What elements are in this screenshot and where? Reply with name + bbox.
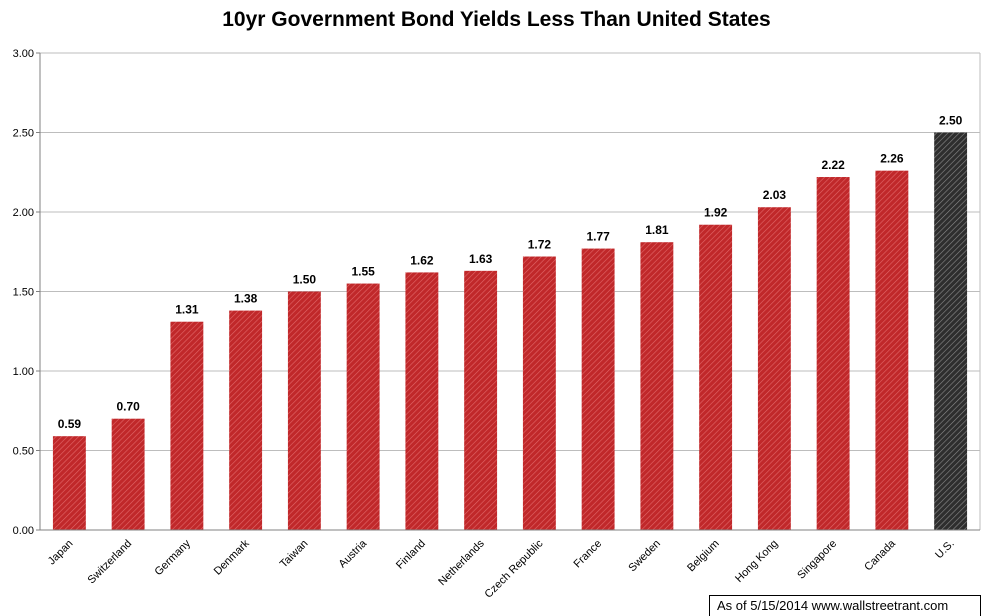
data-label: 1.72 <box>528 238 552 252</box>
bar-u-s <box>934 132 968 530</box>
y-tick-label: 1.00 <box>13 366 34 378</box>
data-label: 0.59 <box>58 417 82 431</box>
x-tick-label: U.S. <box>933 538 957 562</box>
data-label: 2.22 <box>821 158 845 172</box>
y-tick-label: 0.00 <box>13 525 34 537</box>
bar-finland <box>405 272 439 530</box>
bar-singapore <box>816 177 850 530</box>
data-label: 1.92 <box>704 206 728 220</box>
data-label: 1.62 <box>410 253 434 267</box>
x-tick-label: Austria <box>337 537 370 570</box>
bar-canada <box>875 170 909 530</box>
data-label: 1.81 <box>645 223 669 237</box>
x-tick-label: Belgium <box>685 538 722 575</box>
bar-germany <box>170 321 204 530</box>
data-label: 1.63 <box>469 252 493 266</box>
bar-sweden <box>640 242 674 530</box>
data-label: 1.31 <box>175 303 199 317</box>
source-note: As of 5/15/2014 www.wallstreetrant.com <box>709 595 981 616</box>
bar-denmark <box>229 310 263 530</box>
bar-netherlands <box>464 270 498 530</box>
y-tick-label: 0.50 <box>13 446 34 458</box>
x-tick-label: Japan <box>46 538 76 568</box>
data-label: 0.70 <box>116 400 140 414</box>
x-tick-label: Taiwan <box>278 538 311 571</box>
bar-belgium <box>699 224 733 530</box>
bar-japan <box>52 436 86 530</box>
y-tick-label: 3.00 <box>13 48 34 60</box>
chart-title: 10yr Government Bond Yields Less Than Un… <box>222 8 771 31</box>
data-label: 2.50 <box>939 114 963 128</box>
data-label: 1.38 <box>234 292 258 306</box>
bar-france <box>581 248 615 530</box>
y-tick-label: 2.50 <box>13 128 34 140</box>
x-tick-label: Denmark <box>212 537 252 577</box>
bar-czech-republic <box>522 256 556 530</box>
x-tick-label: Sweden <box>626 538 663 575</box>
data-label: 1.50 <box>293 273 317 287</box>
x-tick-label: France <box>572 538 605 571</box>
data-label: 2.26 <box>880 152 904 166</box>
x-tick-label: Germany <box>153 537 194 578</box>
x-tick-label: Czech Republic <box>483 537 546 600</box>
bar-switzerland <box>111 418 145 530</box>
bar-austria <box>346 283 380 530</box>
x-tick-label: Switzerland <box>86 538 135 587</box>
data-label: 2.03 <box>763 188 787 202</box>
x-tick-label: Hong Kong <box>733 538 780 585</box>
x-tick-label: Canada <box>862 537 898 573</box>
data-label: 1.77 <box>586 230 610 244</box>
y-tick-label: 1.50 <box>13 287 34 299</box>
bar-taiwan <box>287 291 321 530</box>
x-tick-label: Finland <box>394 538 428 572</box>
x-tick-label: Netherlands <box>436 537 487 588</box>
y-tick-label: 2.00 <box>13 207 34 219</box>
x-tick-label: Singapore <box>795 538 839 582</box>
data-label: 1.55 <box>351 265 375 279</box>
bar-hong-kong <box>757 207 791 531</box>
